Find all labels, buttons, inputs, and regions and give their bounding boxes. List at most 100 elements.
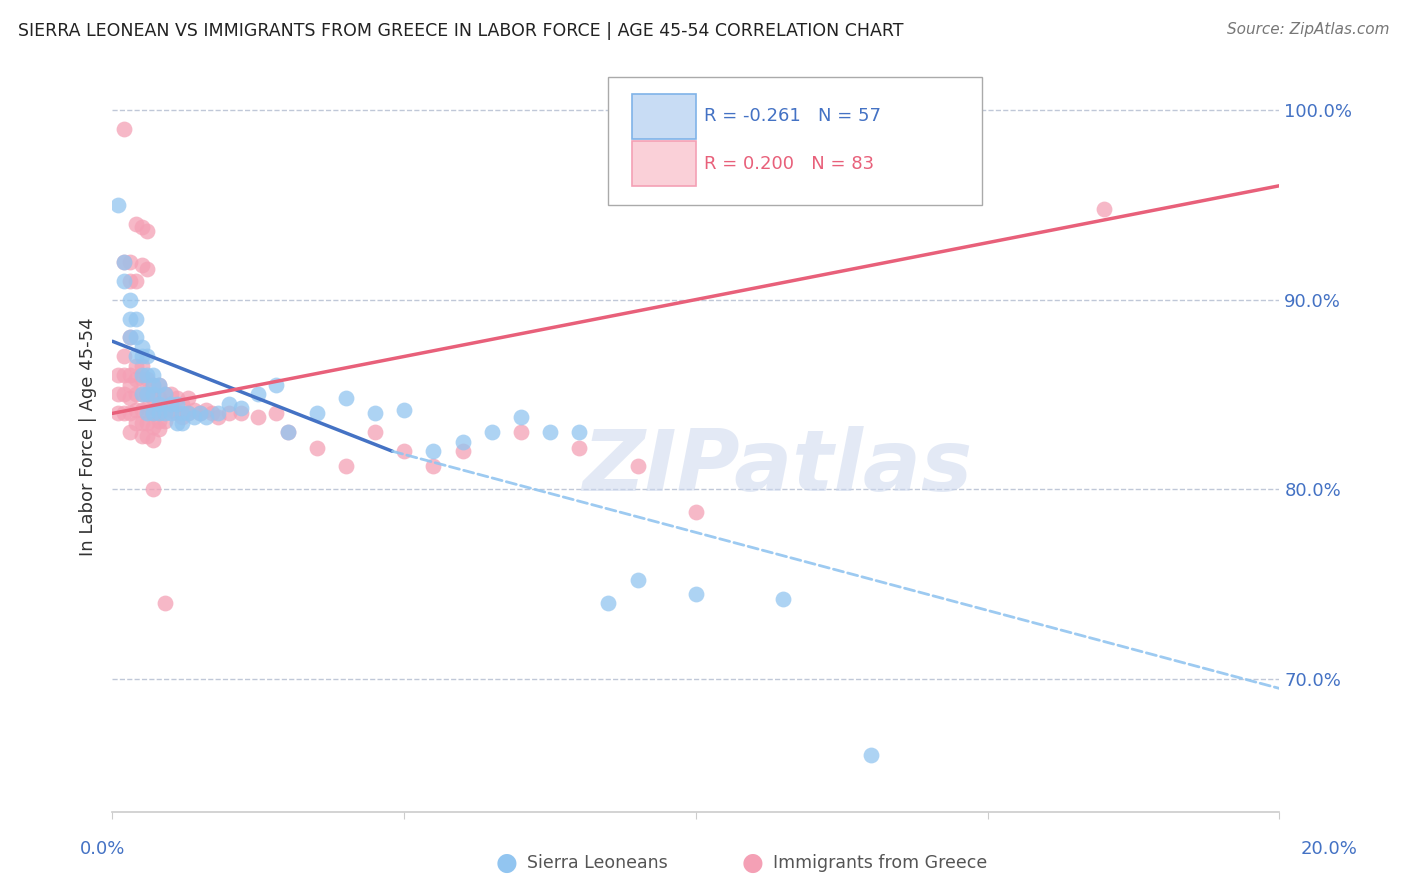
- Point: [598, 596, 620, 610]
- Point: [229, 401, 252, 415]
- Point: [118, 330, 141, 344]
- Point: [125, 387, 148, 401]
- Point: [509, 425, 531, 440]
- Point: [131, 402, 153, 417]
- Point: [107, 387, 129, 401]
- Point: [136, 416, 159, 430]
- Point: [136, 406, 159, 420]
- Point: [125, 416, 148, 430]
- Point: [166, 397, 188, 411]
- Point: [335, 459, 357, 474]
- Point: [142, 482, 165, 496]
- Point: [627, 459, 650, 474]
- Point: [188, 406, 211, 420]
- Point: [207, 406, 229, 420]
- Point: [172, 410, 194, 425]
- Point: [142, 378, 165, 392]
- Point: [148, 391, 170, 405]
- Point: [142, 368, 165, 383]
- Point: [131, 359, 153, 373]
- Point: [276, 425, 298, 440]
- Point: [218, 406, 240, 420]
- Point: [229, 406, 252, 420]
- Point: [451, 444, 474, 458]
- Point: [118, 254, 141, 268]
- Point: [125, 402, 148, 417]
- Point: [136, 387, 159, 401]
- Point: [207, 410, 229, 425]
- Point: [166, 406, 188, 420]
- Point: [160, 402, 183, 417]
- Point: [118, 293, 141, 307]
- Point: [153, 401, 176, 415]
- Point: [160, 406, 183, 420]
- Text: ●: ●: [495, 851, 517, 874]
- Point: [335, 391, 357, 405]
- FancyBboxPatch shape: [631, 141, 696, 186]
- Point: [136, 372, 159, 386]
- Point: [107, 406, 129, 420]
- Text: R = -0.261   N = 57: R = -0.261 N = 57: [704, 107, 882, 126]
- Point: [125, 350, 148, 364]
- Point: [112, 406, 135, 420]
- Point: [142, 406, 165, 420]
- Point: [142, 391, 165, 405]
- Point: [177, 406, 200, 420]
- Point: [153, 387, 176, 401]
- Point: [172, 406, 194, 420]
- Point: [118, 274, 141, 288]
- FancyBboxPatch shape: [631, 94, 696, 139]
- Point: [142, 378, 165, 392]
- Point: [125, 311, 148, 326]
- Point: [148, 406, 170, 420]
- Point: [125, 217, 148, 231]
- Text: 0.0%: 0.0%: [80, 840, 125, 858]
- Point: [538, 425, 561, 440]
- Point: [177, 391, 200, 405]
- Point: [142, 419, 165, 434]
- Text: ZIPatlas: ZIPatlas: [582, 425, 973, 508]
- Point: [136, 350, 159, 364]
- Point: [509, 410, 531, 425]
- Point: [685, 505, 707, 519]
- Point: [772, 592, 794, 607]
- Point: [112, 254, 135, 268]
- Text: Sierra Leoneans: Sierra Leoneans: [527, 854, 668, 871]
- Point: [305, 441, 328, 455]
- Text: ●: ●: [741, 851, 763, 874]
- Point: [125, 330, 148, 344]
- Point: [142, 433, 165, 447]
- Point: [131, 259, 153, 273]
- Point: [1094, 202, 1116, 216]
- Text: SIERRA LEONEAN VS IMMIGRANTS FROM GREECE IN LABOR FORCE | AGE 45-54 CORRELATION : SIERRA LEONEAN VS IMMIGRANTS FROM GREECE…: [18, 22, 904, 40]
- Point: [153, 406, 176, 420]
- Point: [201, 406, 224, 420]
- Point: [118, 378, 141, 392]
- Point: [422, 444, 444, 458]
- Point: [148, 378, 170, 392]
- Point: [568, 425, 591, 440]
- Point: [136, 262, 159, 277]
- Point: [112, 350, 135, 364]
- Point: [125, 359, 148, 373]
- Point: [107, 197, 129, 211]
- Point: [136, 368, 159, 383]
- Point: [107, 368, 129, 383]
- Point: [112, 254, 135, 268]
- Point: [118, 330, 141, 344]
- Point: [112, 368, 135, 383]
- Point: [247, 387, 270, 401]
- Point: [142, 406, 165, 420]
- Point: [131, 350, 153, 364]
- Point: [451, 434, 474, 449]
- Y-axis label: In Labor Force | Age 45-54: In Labor Force | Age 45-54: [79, 318, 97, 557]
- Point: [148, 397, 170, 411]
- Point: [364, 425, 387, 440]
- Point: [131, 220, 153, 235]
- Point: [148, 414, 170, 428]
- Point: [276, 425, 298, 440]
- FancyBboxPatch shape: [609, 78, 981, 205]
- Point: [112, 121, 135, 136]
- Point: [125, 372, 148, 386]
- Point: [118, 406, 141, 420]
